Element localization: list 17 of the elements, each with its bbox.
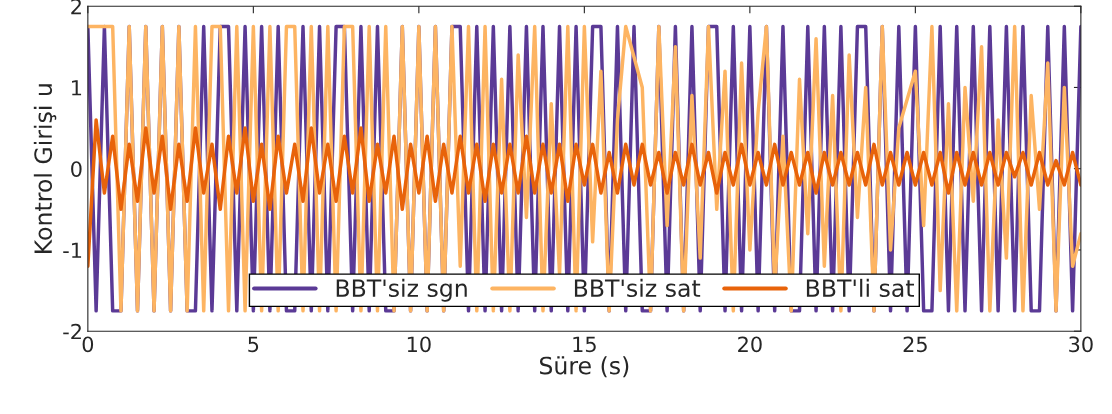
legend-label: BBT'siz sgn [336,278,467,302]
line-series [87,118,1081,268]
x-tick-label: 30 [1069,336,1093,353]
legend-label: BBT'li sat [806,278,915,298]
x-axis-title: Süre (s) [539,356,629,378]
y-tick-label: 1 [72,80,82,96]
x-tick-label: 25 [903,336,927,353]
y-tick-label: -1 [63,242,82,258]
x-tick-label: 5 [248,336,259,353]
y-axis-title: Kontrol Girişi u [33,84,57,253]
x-tick-label: 10 [407,336,431,353]
y-tick-label: -2 [63,323,81,340]
legend-label: BBT'siz sat [574,278,701,298]
x-tick-label: 15 [573,336,596,353]
x-tick-label: 0 [82,336,94,353]
y-tick-label: 0 [71,161,82,177]
x-tick-label: 20 [738,336,762,353]
